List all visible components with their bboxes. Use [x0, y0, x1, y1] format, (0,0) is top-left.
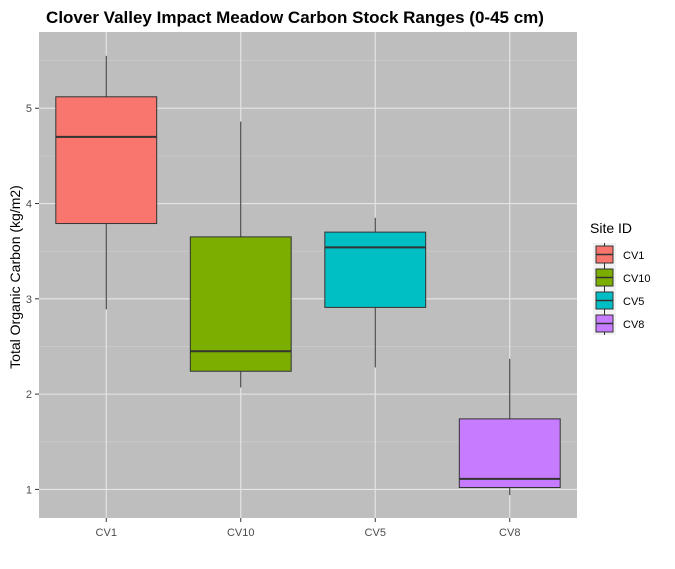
legend-item-cv5: CV5 — [593, 289, 644, 312]
y-tick-label: 5 — [26, 103, 32, 115]
x-tick-label: CV10 — [227, 527, 255, 539]
box-iqr — [324, 231, 427, 308]
legend-label: CV8 — [623, 319, 644, 331]
legend-item-cv8: CV8 — [593, 312, 644, 335]
y-tick-label: 1 — [26, 484, 32, 496]
box-cv10 — [189, 121, 292, 388]
x-tick-label: CV8 — [499, 527, 520, 539]
legend: Site ID CV1 CV10 CV5 CV8 — [590, 220, 651, 335]
box-iqr — [55, 96, 158, 225]
x-tick-label: CV1 — [96, 527, 117, 539]
box-iqr — [458, 418, 561, 489]
box-layer — [55, 55, 561, 496]
y-tick-label: 3 — [26, 294, 32, 306]
box-cv1 — [55, 55, 158, 310]
chart-title: Clover Valley Impact Meadow Carbon Stock… — [46, 8, 544, 27]
legend-label: CV10 — [623, 273, 651, 285]
box-iqr — [189, 236, 292, 372]
legend-item-cv1: CV1 — [593, 243, 644, 266]
y-axis-label: Total Organic Carbon (kg/m2) — [7, 185, 23, 369]
x-tick-label: CV5 — [365, 527, 386, 539]
legend-items: CV1 CV10 CV5 CV8 — [593, 243, 651, 335]
box-cv5 — [324, 217, 427, 368]
legend-label: CV5 — [623, 296, 644, 308]
axis-labels: 1 2 3 4 5 CV1 CV10 CV5 CV8 — [26, 103, 521, 539]
legend-title: Site ID — [590, 220, 632, 236]
legend-item-cv10: CV10 — [593, 266, 651, 289]
box-cv8 — [458, 358, 561, 496]
y-tick-label: 2 — [26, 389, 32, 401]
legend-label: CV1 — [623, 250, 644, 262]
y-tick-label: 4 — [26, 199, 32, 211]
